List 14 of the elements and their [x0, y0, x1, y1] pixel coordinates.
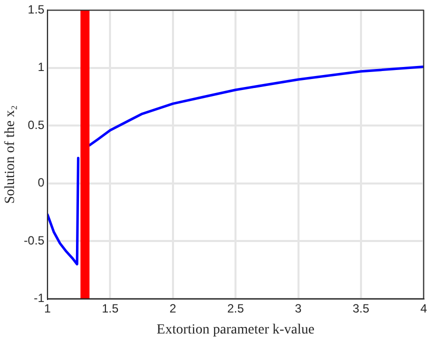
y-tick-label: 1.5	[28, 2, 45, 17]
y-tick-label: 0	[38, 176, 45, 190]
x-tick-label: 3.5	[352, 301, 370, 316]
y-axis-title: Solution of the x₂	[3, 105, 18, 204]
x-tick-label: 2	[170, 301, 177, 316]
y-tick-label: 0.5	[28, 118, 45, 132]
y-tick-label: -1	[34, 291, 45, 306]
y-tick-label: -0.5	[24, 233, 45, 248]
x-tick-label: 3	[294, 301, 302, 316]
x-tick-label: 4	[420, 301, 428, 316]
x-tick-label: 2.5	[227, 301, 244, 316]
x-tick-label: 1.5	[102, 301, 119, 316]
x-axis-title: Extortion parameter k-value	[156, 322, 314, 338]
y-tick-label: 1	[38, 60, 45, 74]
